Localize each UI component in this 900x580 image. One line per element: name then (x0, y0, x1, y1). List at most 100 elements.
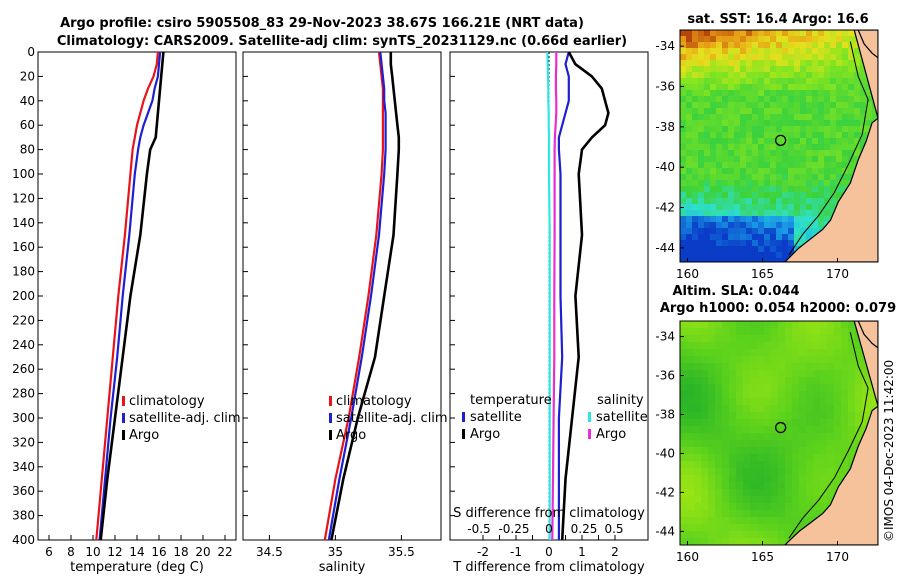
map-cell (788, 132, 795, 139)
map-cell (782, 150, 789, 157)
map-cell (757, 412, 765, 420)
map-cell (680, 126, 687, 133)
map-cell (698, 222, 705, 229)
map-cell (698, 102, 705, 109)
map-cell (818, 150, 825, 157)
map-cell (758, 192, 765, 199)
map-cell (764, 240, 771, 247)
map-cell (824, 120, 831, 127)
map-lon-tick-label: 170 (826, 550, 849, 564)
map-cell (680, 138, 687, 145)
map-cell (680, 54, 687, 61)
map-cell (792, 342, 800, 350)
map-cell (722, 489, 730, 497)
map-cell (710, 90, 717, 97)
map-cell (782, 222, 789, 229)
map-cell (701, 468, 709, 476)
map-cell (771, 510, 779, 518)
map-cell (722, 440, 730, 448)
map-cell (740, 42, 747, 49)
map-cell (764, 398, 772, 406)
map-cell (820, 363, 828, 371)
map-cell (694, 524, 702, 532)
map-cell (788, 72, 795, 79)
map-cell (771, 433, 779, 441)
map-cell (729, 524, 737, 532)
map-cell (830, 120, 837, 127)
map-cell (806, 377, 814, 385)
map-cell (841, 468, 849, 476)
map-cell (800, 72, 807, 79)
map-cell (746, 96, 753, 103)
map-cell (778, 370, 786, 378)
map-cell (836, 144, 843, 151)
map-cell (812, 102, 819, 109)
map-cell (770, 54, 777, 61)
map-cell (698, 42, 705, 49)
map-cell (687, 391, 695, 399)
map-cell (778, 377, 786, 385)
map-cell (771, 426, 779, 434)
map-cell (841, 335, 849, 343)
map-cell (743, 398, 751, 406)
map-cell (836, 162, 843, 169)
map-cell (764, 126, 771, 133)
map-cell (734, 216, 741, 223)
map-cell (776, 114, 783, 121)
map-cell (770, 72, 777, 79)
map-cell (680, 538, 688, 545)
map-cell (794, 144, 801, 151)
sst-map-title: sat. SST: 16.4 Argo: 16.6 (687, 12, 868, 27)
map-cell (743, 342, 751, 350)
map-cell (752, 66, 759, 73)
map-cell (770, 66, 777, 73)
map-cell (820, 440, 828, 448)
map-cell (799, 321, 807, 329)
map-cell (686, 180, 693, 187)
map-cell (764, 342, 772, 350)
map-cell (734, 102, 741, 109)
map-cell (708, 482, 716, 490)
map-cell (800, 186, 807, 193)
map-cell (812, 156, 819, 163)
map-cell (729, 328, 737, 336)
map-cell (750, 335, 758, 343)
map-cell (799, 447, 807, 455)
map-cell (785, 377, 793, 385)
map-cell (782, 186, 789, 193)
map-cell (848, 419, 856, 427)
map-cell (716, 192, 723, 199)
map-cell (792, 503, 800, 511)
map-cell (862, 391, 870, 399)
map-cell (740, 252, 747, 259)
map-cell (830, 204, 837, 211)
map-cell (710, 174, 717, 181)
map-cell (842, 162, 849, 169)
map-cell (782, 126, 789, 133)
map-cell (848, 412, 856, 420)
map-cell (698, 96, 705, 103)
map-cell (792, 398, 800, 406)
map-cell (799, 454, 807, 462)
map-cell (770, 234, 777, 241)
map-cell (680, 72, 687, 79)
map-cell (728, 246, 735, 253)
map-cell (794, 78, 801, 85)
map-cell (758, 168, 765, 175)
map-cell (722, 126, 729, 133)
map-cell (764, 114, 771, 121)
map-cell (782, 90, 789, 97)
map-cell (758, 150, 765, 157)
map-cell (680, 198, 687, 205)
map-cell (776, 138, 783, 145)
map-cell (710, 114, 717, 121)
sla-argo-position-marker (775, 421, 787, 434)
map-cell (704, 156, 711, 163)
map-cell (764, 30, 771, 37)
map-cell (715, 363, 723, 371)
map-cell (770, 102, 777, 109)
map-cell (716, 120, 723, 127)
map-cell (722, 42, 729, 49)
map-cell (785, 398, 793, 406)
map-cell (740, 66, 747, 73)
